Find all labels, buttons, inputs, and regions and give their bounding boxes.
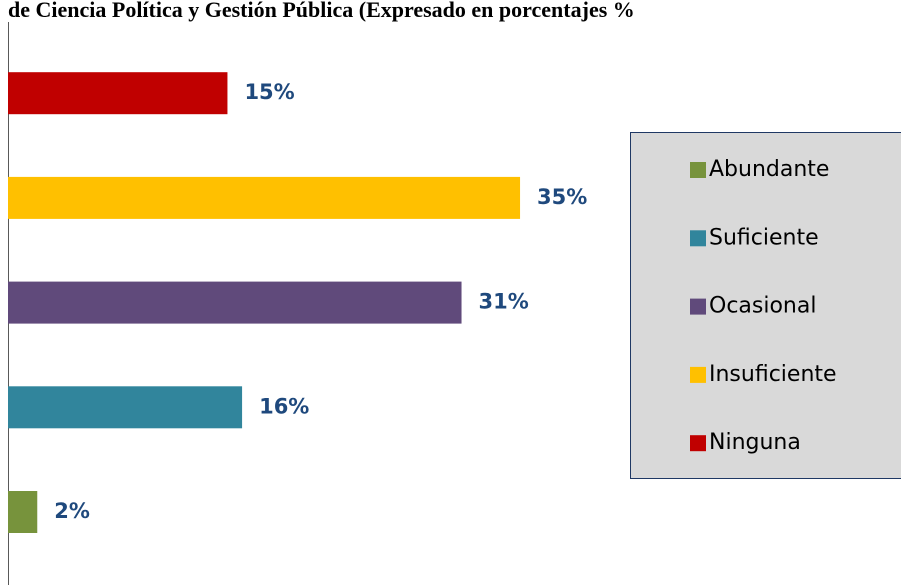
legend-label: Insuficiente [709,362,837,387]
value-label: 15% [244,80,294,104]
legend-label: Suficiente [709,225,819,250]
legend-box [630,132,901,479]
bar [8,386,243,429]
legend-label: Ocasional [709,294,816,319]
bar [8,491,38,533]
chart-title: de Ciencia Política y Gestión Pública (E… [8,0,635,22]
legend-swatch [690,162,706,178]
value-label: 16% [259,394,309,418]
value-label: 31% [479,290,529,314]
bar [8,281,462,324]
bar [8,72,228,115]
legend-label: Abundante [709,157,829,182]
legend-swatch [690,230,706,247]
bar [8,176,521,219]
legend-swatch [690,366,706,383]
legend-label: Ninguna [709,430,801,455]
value-label: 35% [537,185,587,209]
legend-swatch [690,435,706,452]
value-label: 2% [54,499,90,523]
legend-swatch [690,298,706,315]
